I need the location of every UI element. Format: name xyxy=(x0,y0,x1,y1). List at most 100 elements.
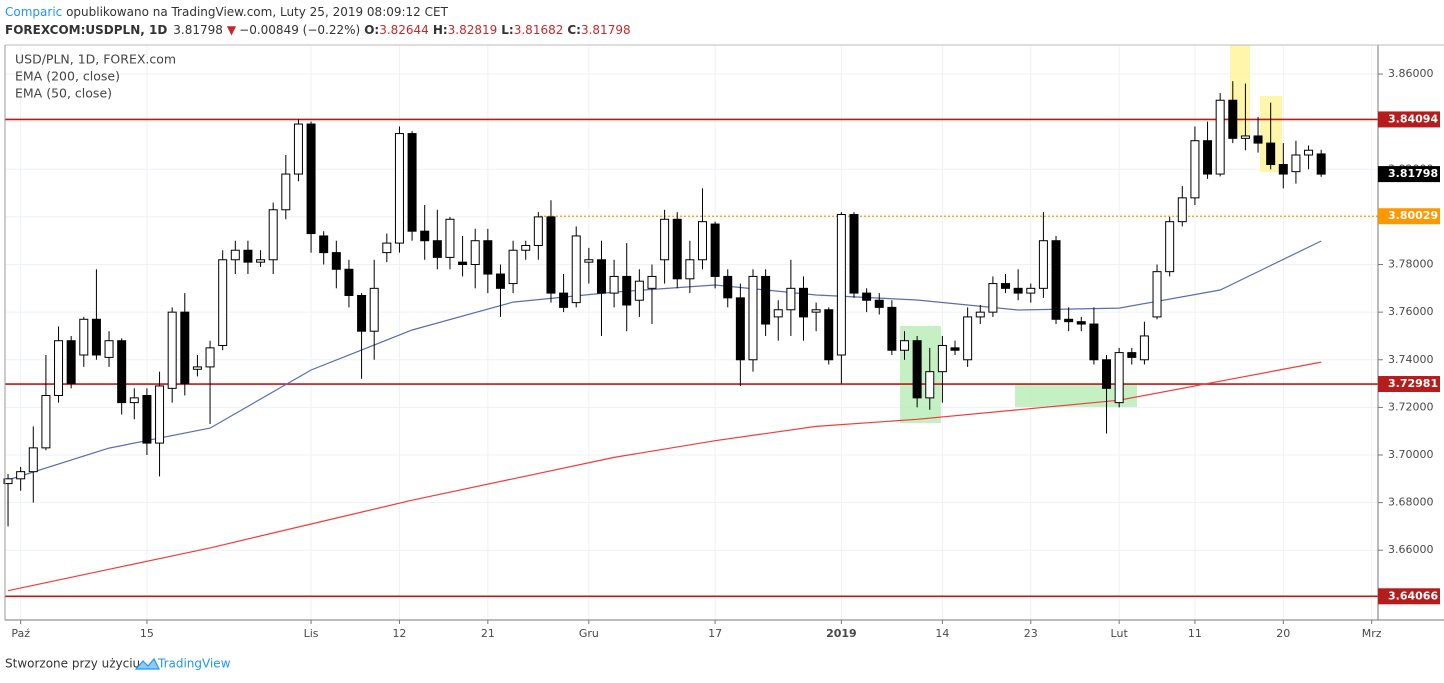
candle-body xyxy=(887,306,897,351)
brand[interactable]: TradingView xyxy=(157,657,231,671)
candle-body xyxy=(117,340,127,404)
candle-body xyxy=(1102,359,1112,389)
candle-body xyxy=(862,292,872,301)
ema-line xyxy=(7,240,1322,481)
candle-body xyxy=(508,249,518,285)
high-value: 3.82819 xyxy=(448,23,498,37)
candle-body xyxy=(1215,99,1225,175)
candle-body xyxy=(268,209,278,261)
candle-body xyxy=(66,340,76,385)
candle-body xyxy=(748,275,758,361)
plot xyxy=(3,81,1378,598)
candle-body xyxy=(180,311,190,385)
price-tag-label: 3.72981 xyxy=(1388,377,1438,390)
c-label: C: xyxy=(567,23,581,37)
candle-body xyxy=(281,173,291,211)
candle-body xyxy=(306,123,316,235)
x-tick-label: Mrz xyxy=(1362,627,1382,640)
axes: 3.640003.660003.680003.700003.720003.740… xyxy=(11,67,1440,640)
candle-body xyxy=(824,309,834,361)
candle-body xyxy=(836,214,846,356)
candle-body xyxy=(205,347,215,368)
candle-body xyxy=(584,259,594,263)
candle-body xyxy=(1177,197,1187,223)
candle-body xyxy=(697,221,707,261)
l-label: L: xyxy=(501,23,513,37)
candle-body xyxy=(432,240,442,258)
candle-body xyxy=(546,216,556,294)
x-tick-label: 14 xyxy=(935,627,949,640)
candle-body xyxy=(445,218,455,258)
y-tick-label: 3.66000 xyxy=(1388,543,1434,556)
x-tick-label: 15 xyxy=(140,627,154,640)
candle-body xyxy=(735,297,745,361)
candle-body xyxy=(1038,240,1048,289)
last-price: 3.81798 xyxy=(173,23,223,37)
candle-body xyxy=(1253,135,1263,144)
candle-body xyxy=(256,259,266,263)
price-tag xyxy=(1378,208,1440,225)
change: −0.00849 (−0.22%) xyxy=(239,23,360,37)
price-tag xyxy=(1378,376,1440,393)
candle-body xyxy=(1076,321,1086,325)
candle-body xyxy=(533,216,543,246)
current-price-tag xyxy=(1378,166,1440,183)
candle-body xyxy=(912,340,922,399)
candle-body xyxy=(1026,287,1036,294)
footer-text: Stworzone przy użyciu xyxy=(5,657,140,671)
candle-body xyxy=(41,394,51,449)
legend-entry: EMA (50, close) xyxy=(15,86,112,101)
x-tick-label: 11 xyxy=(1188,627,1202,640)
candle-body xyxy=(874,299,884,308)
current-price-label: 3.81798 xyxy=(1388,167,1438,180)
x-tick-label: Lis xyxy=(304,627,319,640)
y-tick-label: 3.68000 xyxy=(1388,496,1434,509)
candle-body xyxy=(988,283,998,313)
symbol-line: FOREXCOM:USDPLN, 1D 3.81798 ▼ −0.00849 (−0.… xyxy=(5,23,631,37)
price-tag xyxy=(1378,588,1440,605)
grid xyxy=(5,45,1378,620)
candle-body xyxy=(811,309,821,313)
candle-body xyxy=(937,344,947,373)
candle-body xyxy=(129,397,139,404)
x-tick-label: 23 xyxy=(1024,627,1038,640)
y-tick-label: 3.72000 xyxy=(1388,400,1434,413)
x-tick-label: 20 xyxy=(1276,627,1290,640)
down-arrow: ▼ xyxy=(227,23,237,37)
candle-body xyxy=(470,240,480,266)
candle-body xyxy=(155,385,165,444)
candle-body xyxy=(1266,142,1276,166)
candle-body xyxy=(319,235,329,254)
candle-body xyxy=(167,311,177,389)
h-label: H: xyxy=(433,23,448,37)
price-tag-label: 3.80029 xyxy=(1388,209,1438,222)
candle-body xyxy=(609,275,619,294)
candle-body xyxy=(786,287,796,311)
candle-body xyxy=(230,249,240,261)
candle-body xyxy=(142,394,152,444)
candle-body xyxy=(596,259,606,294)
x-tick-label: 2019 xyxy=(826,627,857,640)
candle-body xyxy=(1228,99,1238,139)
candle-body xyxy=(773,309,783,318)
candle-body xyxy=(104,340,114,358)
candle-body xyxy=(357,294,367,332)
candle-body xyxy=(369,287,379,332)
candle-body xyxy=(1114,352,1124,404)
candle-body xyxy=(293,123,303,175)
candle-body xyxy=(950,347,960,351)
candle-body xyxy=(925,371,935,399)
author[interactable]: Comparic xyxy=(5,5,62,19)
candle-body xyxy=(660,218,670,261)
candle-body xyxy=(1051,240,1061,320)
candle-body xyxy=(79,318,89,356)
candle-body xyxy=(1291,154,1301,173)
candle-body xyxy=(420,230,430,242)
o-label: O: xyxy=(364,23,379,37)
candle-body xyxy=(1001,283,1011,289)
candle-body xyxy=(1152,271,1162,318)
candle-body xyxy=(761,275,771,325)
candle-body xyxy=(394,133,404,244)
candle-body xyxy=(91,318,101,356)
candle-body xyxy=(218,259,228,346)
